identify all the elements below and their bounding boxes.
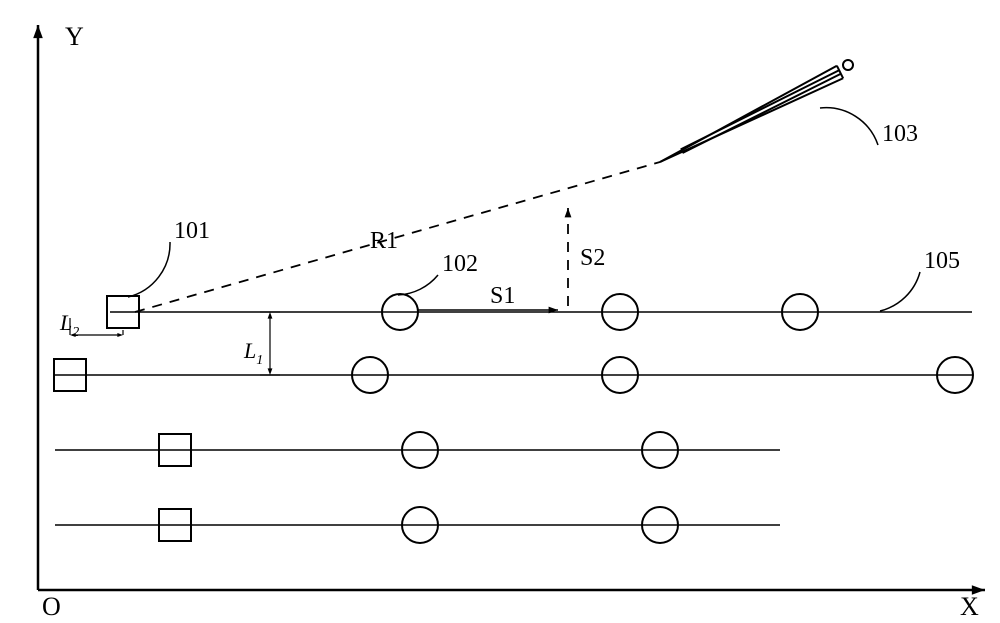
- l1-arrow-top: [268, 312, 273, 319]
- l1-label: L1: [243, 338, 263, 368]
- tube-dot: [843, 60, 853, 70]
- leader-105: [880, 272, 920, 311]
- label-101: 101: [174, 218, 210, 244]
- l1-arrow-bot: [268, 368, 273, 375]
- l2-arrow-r: [117, 333, 123, 337]
- label-105: 105: [924, 248, 960, 274]
- tube-inner-2: [681, 70, 839, 149]
- y-axis-arrow: [33, 25, 43, 38]
- r1-text: R1: [370, 228, 398, 254]
- diagram-canvas: X Y O L1 L2 R1 S1 S2 101 102 103 105: [0, 0, 1000, 623]
- x-axis-label: X: [960, 592, 979, 621]
- leader-101: [128, 242, 170, 297]
- s1-text: S1: [490, 283, 515, 309]
- s2-text: S2: [580, 245, 605, 271]
- label-103: 103: [882, 121, 918, 147]
- leader-102: [398, 275, 438, 295]
- y-axis-label: Y: [65, 22, 84, 51]
- origin-label: O: [42, 592, 61, 621]
- label-102: 102: [442, 251, 478, 277]
- tube-inner-1: [682, 74, 840, 153]
- leader-103: [820, 108, 878, 145]
- s2-arrow: [565, 208, 572, 217]
- l2-label: L2: [59, 310, 79, 340]
